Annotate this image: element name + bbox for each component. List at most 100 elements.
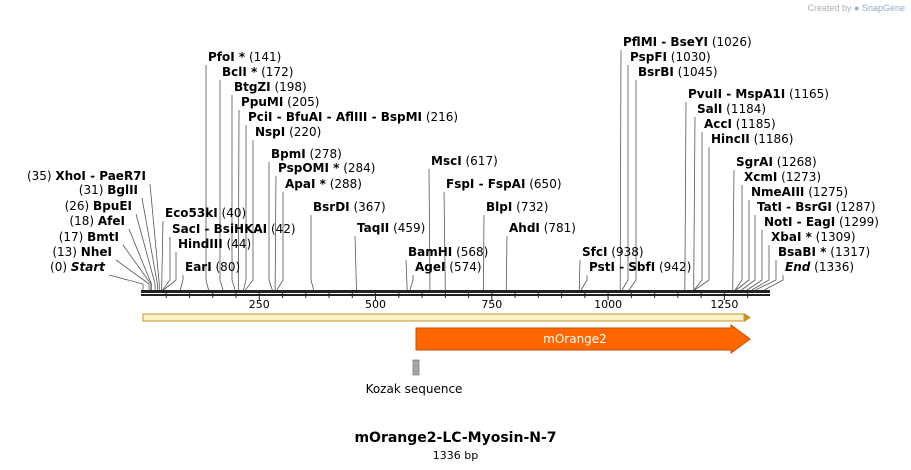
- site-afei[interactable]: (18) AfeI: [69, 214, 125, 228]
- site-xbai[interactable]: XbaI * (1309): [771, 230, 856, 244]
- site-leader-line: [354, 235, 357, 291]
- site-label: EarI (80): [185, 260, 240, 274]
- site-eari[interactable]: EarI (80): [185, 260, 240, 274]
- site-acci[interactable]: AccI (1185): [704, 117, 776, 131]
- site-eco53ki[interactable]: Eco53kI (40): [165, 206, 246, 220]
- site-label: BsaBI * (1317): [778, 245, 870, 259]
- site-pflmi[interactable]: PflMI - BseYI (1026): [623, 35, 752, 49]
- site-bpuei[interactable]: (26) BpuEI: [65, 199, 132, 213]
- full-length-bar[interactable]: [142, 313, 745, 322]
- site-leader-line: [237, 109, 240, 291]
- kozak-primer[interactable]: [412, 359, 420, 376]
- site-ahdi[interactable]: AhdI (781): [509, 221, 576, 235]
- site-nmeaiii[interactable]: NmeAIII (1275): [751, 185, 848, 199]
- site-bpmi[interactable]: BpmI (278): [271, 147, 342, 161]
- site-pspfi[interactable]: PspFI (1030): [630, 50, 711, 64]
- site-leader-line: [741, 215, 756, 291]
- site-leader-line: [735, 200, 750, 291]
- site-leader-line: [161, 220, 164, 291]
- site-label: (35) XhoI - PaeR7I: [27, 169, 146, 183]
- site-leader-line: [693, 132, 703, 291]
- site-apai[interactable]: ApaI * (288): [285, 177, 362, 191]
- site-label: ApaI * (288): [285, 177, 362, 191]
- site-label: PspFI (1030): [630, 50, 711, 64]
- site-leader-line: [205, 65, 209, 291]
- site-pfoi[interactable]: PfoI * (141): [208, 50, 281, 64]
- site-label: XcmI (1273): [744, 170, 821, 184]
- site-label: Eco53kI (40): [165, 206, 246, 220]
- site-taqii[interactable]: TaqII (459): [357, 221, 425, 235]
- site-label: BsrBI (1045): [638, 65, 718, 79]
- ruler-ticks: 250 500 750 1000 1250: [165, 293, 749, 311]
- site-pspomi[interactable]: PspOMI * (284): [278, 161, 375, 175]
- site-xhoi[interactable]: (35) XhoI - PaeR7I: [27, 169, 146, 183]
- site-label: NspI (220): [255, 125, 321, 139]
- site-sali[interactable]: SalI (1184): [697, 102, 766, 116]
- site-label: (0) Start: [50, 260, 106, 274]
- site-bsrdi[interactable]: BsrDI (367): [313, 200, 386, 214]
- site-label: FspI - FspAI (650): [446, 177, 562, 191]
- site-label: (13) NheI: [52, 245, 112, 259]
- site-bsabi[interactable]: BsaBI * (1317): [778, 245, 870, 259]
- site-label: SfcI (938): [582, 245, 644, 259]
- site-leader-line: [135, 213, 156, 290]
- site-leader-line: [162, 237, 171, 291]
- site-leader-line: [628, 80, 637, 291]
- site-msci[interactable]: MscI (617): [431, 154, 498, 168]
- site-label: NotI - EagI (1299): [764, 215, 879, 229]
- site-saci[interactable]: SacI - BsiHKAI (42): [172, 222, 296, 236]
- site-label: BsrDI (367): [313, 200, 386, 214]
- site-label: BamHI (568): [408, 245, 488, 259]
- site-leader-line: [179, 275, 184, 291]
- site-label: PciI - BfuAI - AflIII - BspMI (216): [248, 110, 458, 124]
- site-nhei[interactable]: (13) NheI: [52, 245, 112, 259]
- site-leader-line: [274, 175, 277, 291]
- site-ppumi[interactable]: PpuMI (205): [241, 95, 319, 109]
- morange2-feature[interactable]: [415, 324, 751, 354]
- site-leader-line: [409, 275, 414, 291]
- site-bamhi[interactable]: BamHI (568): [408, 245, 488, 259]
- site-psti[interactable]: PstI - SbfI (942): [589, 260, 691, 274]
- site-leader-line: [621, 65, 629, 291]
- backbone-line-top: [141, 290, 770, 293]
- site-label: (17) BmtI: [59, 230, 119, 244]
- site-label: PvuII - MspA1I (1165): [688, 87, 829, 101]
- site-label: MscI (617): [431, 154, 498, 168]
- site-leader-line: [115, 259, 150, 290]
- site-nspi[interactable]: NspI (220): [255, 125, 321, 139]
- backbone-line-bottom: [141, 294, 770, 296]
- site-pvuii[interactable]: PvuII - MspA1I (1165): [688, 87, 829, 101]
- site-sfci[interactable]: SfcI (938): [582, 245, 644, 259]
- site-label: XbaI * (1309): [771, 230, 856, 244]
- site-leader-line: [276, 192, 284, 291]
- site-hincii[interactable]: HincII (1186): [711, 132, 793, 146]
- site-leader-line: [578, 259, 581, 291]
- site-sgrai[interactable]: SgrAI (1268): [736, 155, 817, 169]
- site-leader-line: [746, 230, 763, 291]
- credit-text: Created by: [807, 3, 852, 13]
- ruler-tick-label: 500: [365, 298, 386, 311]
- site-end[interactable]: End (1336): [785, 260, 854, 274]
- site-label: PpuMI (205): [241, 95, 319, 109]
- site-leader-line: [755, 260, 777, 291]
- site-leader-line: [243, 125, 247, 291]
- site-bglii[interactable]: (31) BglII: [79, 183, 138, 197]
- site-xcmi[interactable]: XcmI (1273): [744, 170, 821, 184]
- site-fspi[interactable]: FspI - FspAI (650): [446, 177, 562, 191]
- site-label: PspOMI * (284): [278, 161, 375, 175]
- site-bmti[interactable]: (17) BmtI: [59, 230, 119, 244]
- site-bsrbi[interactable]: BsrBI (1045): [638, 65, 718, 79]
- site-pcii[interactable]: PciI - BfuAI - AflIII - BspMI (216): [248, 110, 458, 124]
- site-hindiii[interactable]: HindIII (44): [178, 237, 251, 251]
- site-start[interactable]: (0) Start: [50, 260, 106, 274]
- site-leader-line: [443, 191, 446, 291]
- site-btgzi[interactable]: BtgZI (198): [234, 80, 307, 94]
- ruler-tick-label: 1000: [594, 298, 622, 311]
- site-agei[interactable]: AgeI (574): [415, 260, 482, 274]
- site-label: SalI (1184): [697, 102, 766, 116]
- site-blpi[interactable]: BlpI (732): [486, 200, 548, 214]
- site-noti[interactable]: NotI - EagI (1299): [764, 215, 879, 229]
- site-bcli[interactable]: BclI * (172): [222, 65, 293, 79]
- site-tati[interactable]: TatI - BsrGI (1287): [757, 200, 876, 214]
